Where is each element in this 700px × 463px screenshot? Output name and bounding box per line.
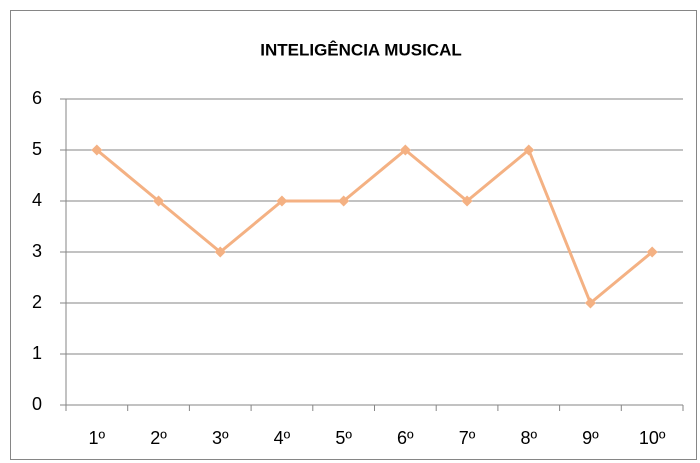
x-tick-label: 4º — [274, 428, 291, 448]
y-tick-label: 1 — [32, 343, 42, 363]
y-tick-label: 5 — [32, 139, 42, 159]
marker — [338, 195, 350, 207]
chart-title: INTELIGÊNCIA MUSICAL — [260, 40, 461, 59]
marker — [276, 195, 288, 207]
y-tick-label: 4 — [32, 190, 42, 210]
x-tick-label: 2º — [150, 428, 167, 448]
marker — [646, 246, 658, 258]
x-tick-label: 7º — [459, 428, 476, 448]
marker — [584, 297, 596, 309]
x-tick-label: 3º — [212, 428, 229, 448]
y-tick-label: 0 — [32, 394, 42, 414]
marker — [461, 195, 473, 207]
x-tick-label: 10º — [639, 428, 666, 448]
x-tick-label: 8º — [520, 428, 537, 448]
marker — [214, 246, 226, 258]
marker — [91, 144, 103, 156]
y-tick-label: 6 — [32, 88, 42, 108]
x-tick-label: 5º — [335, 428, 352, 448]
chart-border — [10, 10, 697, 460]
marker — [153, 195, 165, 207]
marker — [523, 144, 535, 156]
x-tick-label: 6º — [397, 428, 414, 448]
y-tick-label: 3 — [32, 241, 42, 261]
marker — [399, 144, 411, 156]
y-tick-label: 2 — [32, 292, 42, 312]
line — [95, 148, 654, 305]
x-tick-label: 9º — [582, 428, 599, 448]
x-tick-label: 1º — [89, 428, 106, 448]
